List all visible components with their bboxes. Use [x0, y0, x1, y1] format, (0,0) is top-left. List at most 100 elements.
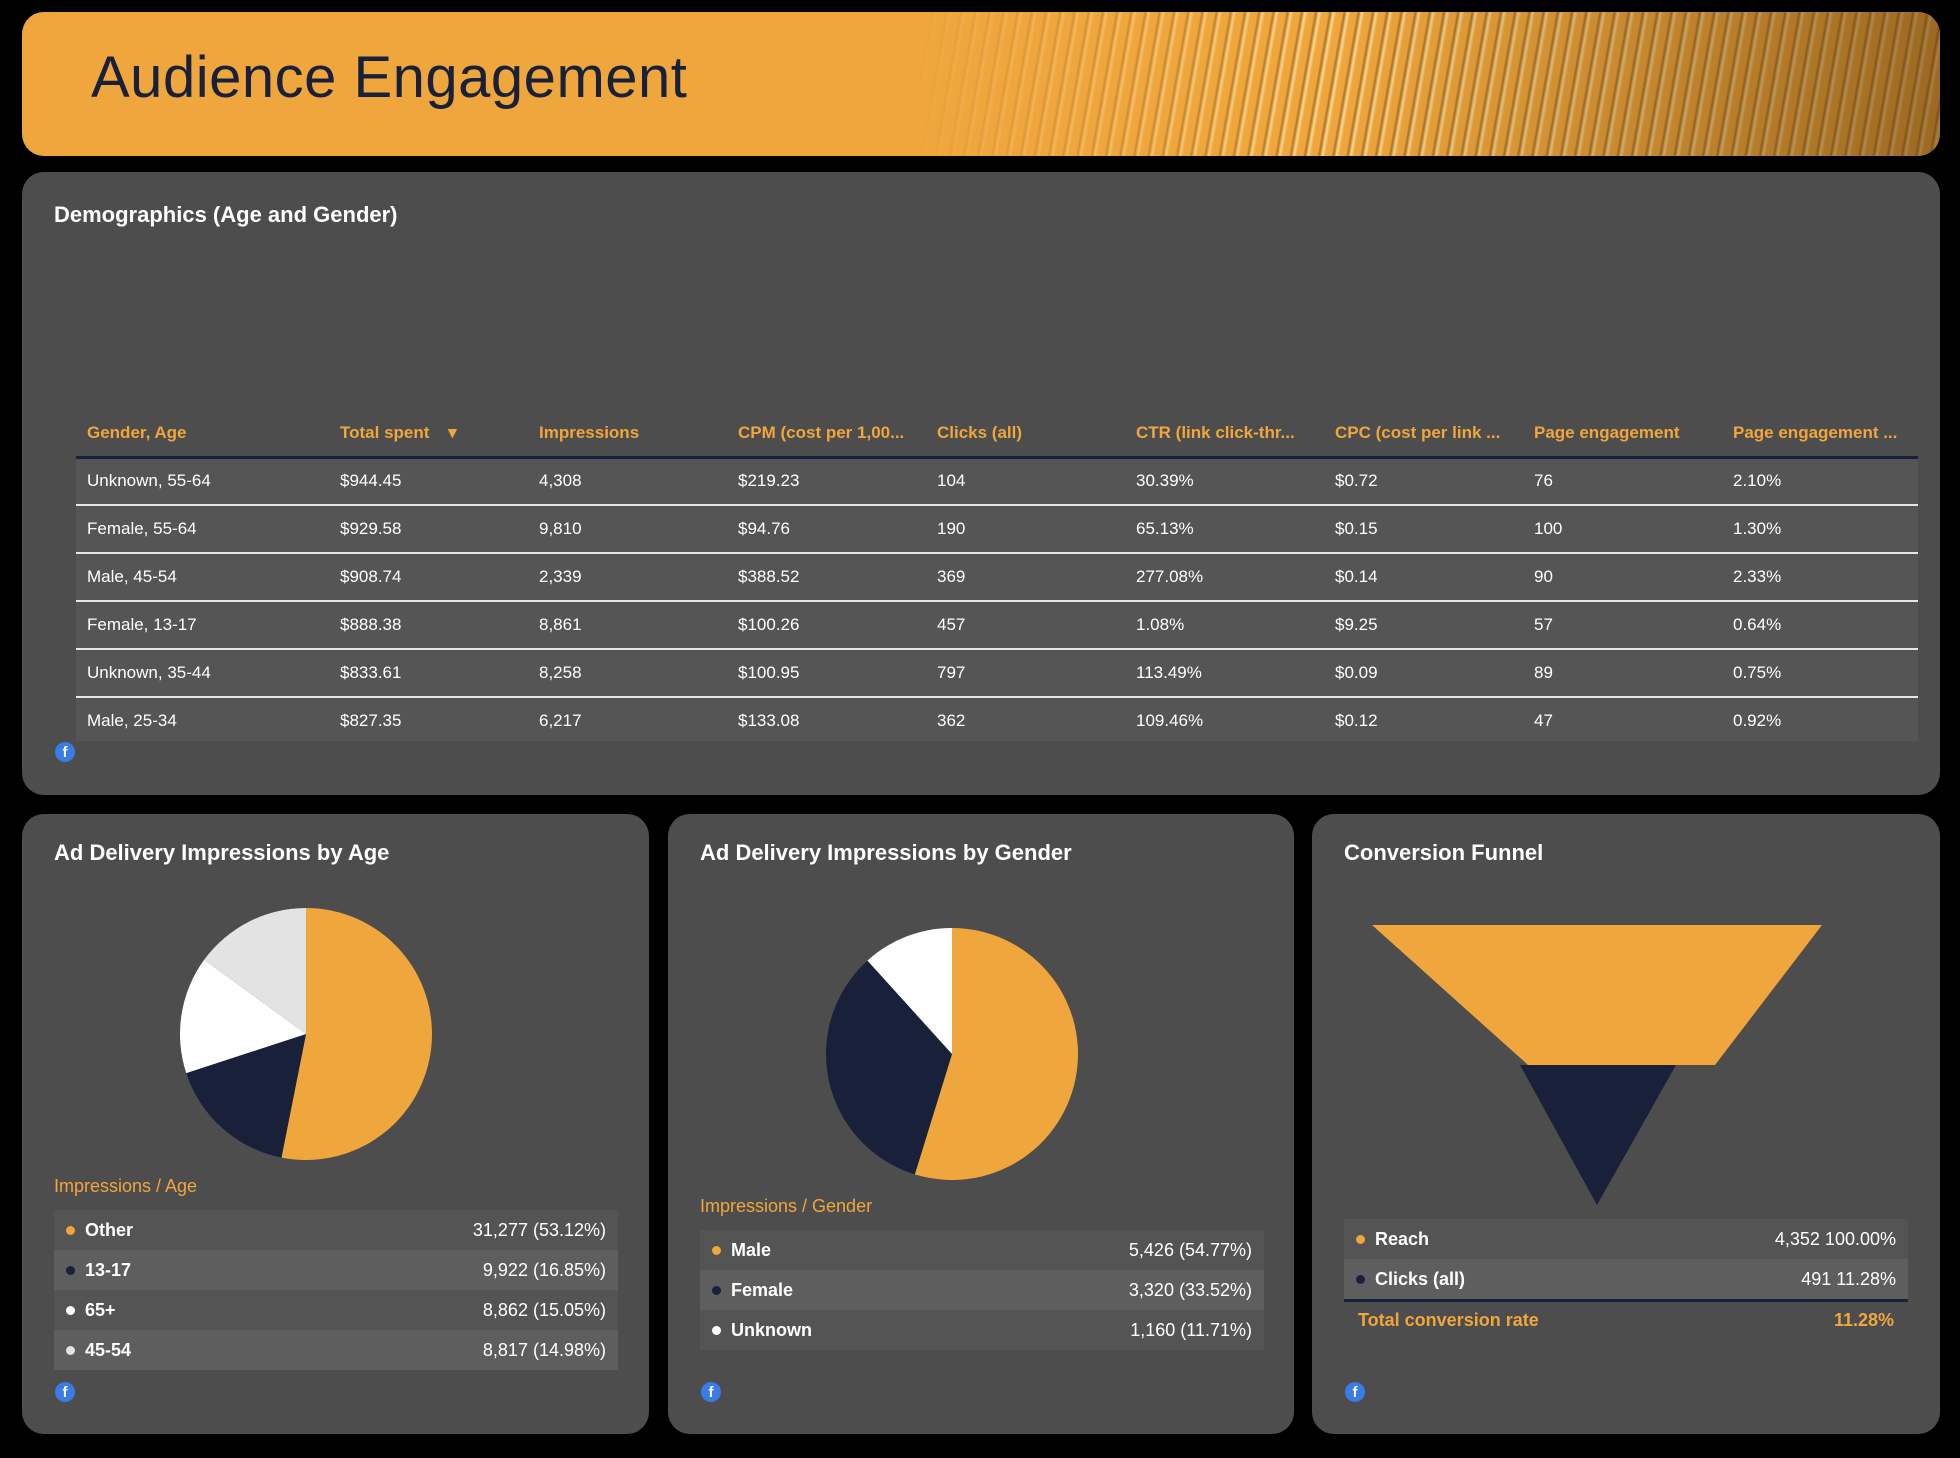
- table-cell: $908.74: [329, 553, 528, 602]
- table-row[interactable]: Unknown, 35-44 $833.61 8,258 $100.95 797 113.…: [76, 649, 1918, 698]
- table-cell: 457: [926, 601, 1125, 650]
- column-header[interactable]: Total spent ▾: [329, 410, 528, 459]
- table-cell: 362: [926, 697, 1125, 741]
- pie-slice-13-17[interactable]: [186, 1034, 306, 1158]
- table-row[interactable]: Female, 55-64 $929.58 9,810 $94.76 190 65.13%…: [76, 505, 1918, 554]
- pie-slice-65-[interactable]: [179, 959, 306, 1074]
- legend-value: 9,922 (16.85%): [482, 1259, 606, 1280]
- table-row[interactable]: Male, 45-54 $908.74 2,339 $388.52 369 277.08%…: [76, 553, 1918, 602]
- legend-item[interactable]: Female 3,320 (33.52%): [700, 1270, 1264, 1310]
- legend-dot-icon: [712, 1285, 721, 1295]
- column-header[interactable]: CPM (cost per 1,00...: [727, 410, 926, 459]
- table-viewport: Gender, Age Total spent ▾ Impressions CPM (…: [0, 0, 1918, 741]
- facebook-icon: f: [55, 1382, 75, 1402]
- column-header-label: Gender, Age: [87, 422, 187, 442]
- legend-item[interactable]: Reach 4,352 100.00%: [1344, 1219, 1908, 1259]
- legend-item[interactable]: 65+ 8,862 (15.05%): [54, 1290, 618, 1330]
- banner-shade: [1340, 12, 1940, 156]
- table-cell: $94.76: [727, 505, 926, 554]
- table-row[interactable]: Unknown, 55-64 $944.45 4,308 $219.23 104 30.3…: [76, 457, 1918, 506]
- table-cell: 8,258: [528, 649, 727, 698]
- legend-value: 5,426 (54.77%): [1128, 1239, 1252, 1260]
- table-cell: 2.33%: [1722, 553, 1918, 602]
- table-cell: 113.49%: [1125, 649, 1324, 698]
- table-cell: $388.52: [727, 553, 926, 602]
- table-cell: $100.95: [727, 649, 926, 698]
- legend-item[interactable]: Male 5,426 (54.77%): [700, 1230, 1264, 1270]
- legend-dot-icon: [1356, 1274, 1365, 1284]
- demographics-title: Demographics (Age and Gender): [54, 202, 398, 227]
- column-header[interactable]: Gender, Age: [76, 410, 329, 459]
- table-cell: 90: [1523, 553, 1722, 602]
- legend-label: Reach: [1375, 1228, 1430, 1249]
- table-row[interactable]: Male, 25-34 $827.35 6,217 $133.08 362 109.46%…: [76, 697, 1918, 741]
- table-cell: 369: [926, 553, 1125, 602]
- total-conversion-value: 11.28%: [1833, 1310, 1894, 1330]
- pie-slice-female[interactable]: [826, 960, 952, 1175]
- table-cell: 277.08%: [1125, 553, 1324, 602]
- table-cell: 57: [1523, 601, 1722, 650]
- table-cell: 6,217: [528, 697, 727, 741]
- legend-value: 31,277 (53.12%): [472, 1219, 606, 1240]
- table-cell: 100: [1523, 505, 1722, 554]
- facebook-icon: f: [55, 742, 75, 762]
- table-cell: 2,339: [528, 553, 727, 602]
- column-header[interactable]: Clicks (all): [926, 410, 1125, 459]
- pie-slice-unknown[interactable]: [867, 928, 952, 1054]
- table-cell: 65.13%: [1125, 505, 1324, 554]
- table-cell: Unknown, 35-44: [76, 649, 329, 698]
- age-legend: Other 31,277 (53.12%) 13-17 9,922 (16.85%) 6…: [54, 1210, 618, 1370]
- legend-item[interactable]: 45-54 8,817 (14.98%): [54, 1330, 618, 1370]
- pie-slice-45-54[interactable]: [204, 908, 306, 1034]
- legend-item[interactable]: 13-17 9,922 (16.85%): [54, 1250, 618, 1290]
- table-cell: $219.23: [727, 457, 926, 506]
- age-panel: Ad Delivery Impressions by Age Impressio…: [22, 814, 649, 1434]
- table-cell: $100.26: [727, 601, 926, 650]
- gender-legend-title: Impressions / Gender: [700, 1196, 873, 1216]
- table-cell: $133.08: [727, 697, 926, 741]
- legend-label: 45-54: [85, 1339, 132, 1360]
- header-banner: Audience Engagement: [22, 12, 1940, 156]
- table-cell: Male, 45-54: [76, 553, 329, 602]
- table-cell: $929.58: [329, 505, 528, 554]
- gender-pie-chart: [826, 928, 1078, 1180]
- table-cell: 0.92%: [1722, 697, 1918, 741]
- table-cell: 109.46%: [1125, 697, 1324, 741]
- legend-label: Clicks (all): [1375, 1268, 1466, 1289]
- pie-slice-other[interactable]: [281, 908, 432, 1160]
- table-cell: 9,810: [528, 505, 727, 554]
- column-header[interactable]: Impressions: [528, 410, 727, 459]
- table-cell: 0.64%: [1722, 601, 1918, 650]
- funnel-stage-reach: [1372, 925, 1822, 1065]
- legend-item[interactable]: Unknown 1,160 (11.71%): [700, 1310, 1264, 1350]
- table-cell: 1.08%: [1125, 601, 1324, 650]
- table-cell: 76: [1523, 457, 1722, 506]
- legend-dot-icon: [66, 1305, 75, 1315]
- column-header[interactable]: Page engagement: [1523, 410, 1722, 459]
- legend-item[interactable]: Other 31,277 (53.12%): [54, 1210, 618, 1250]
- legend-label: Female: [731, 1279, 794, 1300]
- sort-desc-icon[interactable]: ▾: [443, 422, 457, 442]
- column-header-label: CPC (cost per link ...: [1335, 422, 1501, 442]
- gender-legend: Male 5,426 (54.77%) Female 3,320 (33.52%) Un…: [700, 1230, 1264, 1350]
- column-header[interactable]: CPC (cost per link ...: [1324, 410, 1523, 459]
- table-cell: $9.25: [1324, 601, 1523, 650]
- table-cell: 104: [926, 457, 1125, 506]
- column-header[interactable]: CTR (link click-thr...: [1125, 410, 1324, 459]
- legend-value: 491 11.28%: [1801, 1268, 1896, 1289]
- table-row[interactable]: Female, 13-17 $888.38 8,861 $100.26 457 1.08%…: [76, 601, 1918, 650]
- gender-panel: Ad Delivery Impressions by Gender Impres…: [668, 814, 1294, 1434]
- column-header[interactable]: Page engagement ...: [1722, 410, 1918, 459]
- column-header-label: Total spent: [340, 422, 430, 442]
- table-cell: 1.30%: [1722, 505, 1918, 554]
- pie-slice-male[interactable]: [914, 928, 1078, 1180]
- column-header-label: CPM (cost per 1,00...: [738, 422, 905, 442]
- column-header-label: Page engagement ...: [1733, 422, 1898, 442]
- column-header-label: CTR (link click-thr...: [1136, 422, 1295, 442]
- funnel-panel: Conversion Funnel Reach 4,352 100.00% Clic…: [1312, 814, 1940, 1434]
- age-legend-title: Impressions / Age: [54, 1176, 198, 1196]
- legend-dot-icon: [712, 1325, 721, 1335]
- table-cell: $833.61: [329, 649, 528, 698]
- legend-item[interactable]: Clicks (all) 491 11.28%: [1344, 1259, 1908, 1299]
- total-conversion-row: Total conversion rate 11.28%: [1358, 1310, 1894, 1331]
